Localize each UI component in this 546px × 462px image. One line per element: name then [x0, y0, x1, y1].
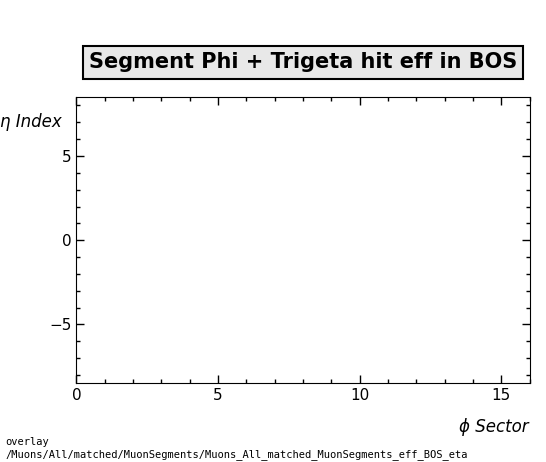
- Y-axis label: η Index: η Index: [0, 113, 62, 131]
- X-axis label: ϕ Sector: ϕ Sector: [459, 418, 528, 436]
- Text: overlay
/Muons/All/matched/MuonSegments/Muons_All_matched_MuonSegments_eff_BOS_e: overlay /Muons/All/matched/MuonSegments/…: [5, 437, 468, 460]
- Text: Segment Phi + Trigeta hit eff in BOS: Segment Phi + Trigeta hit eff in BOS: [89, 52, 517, 73]
